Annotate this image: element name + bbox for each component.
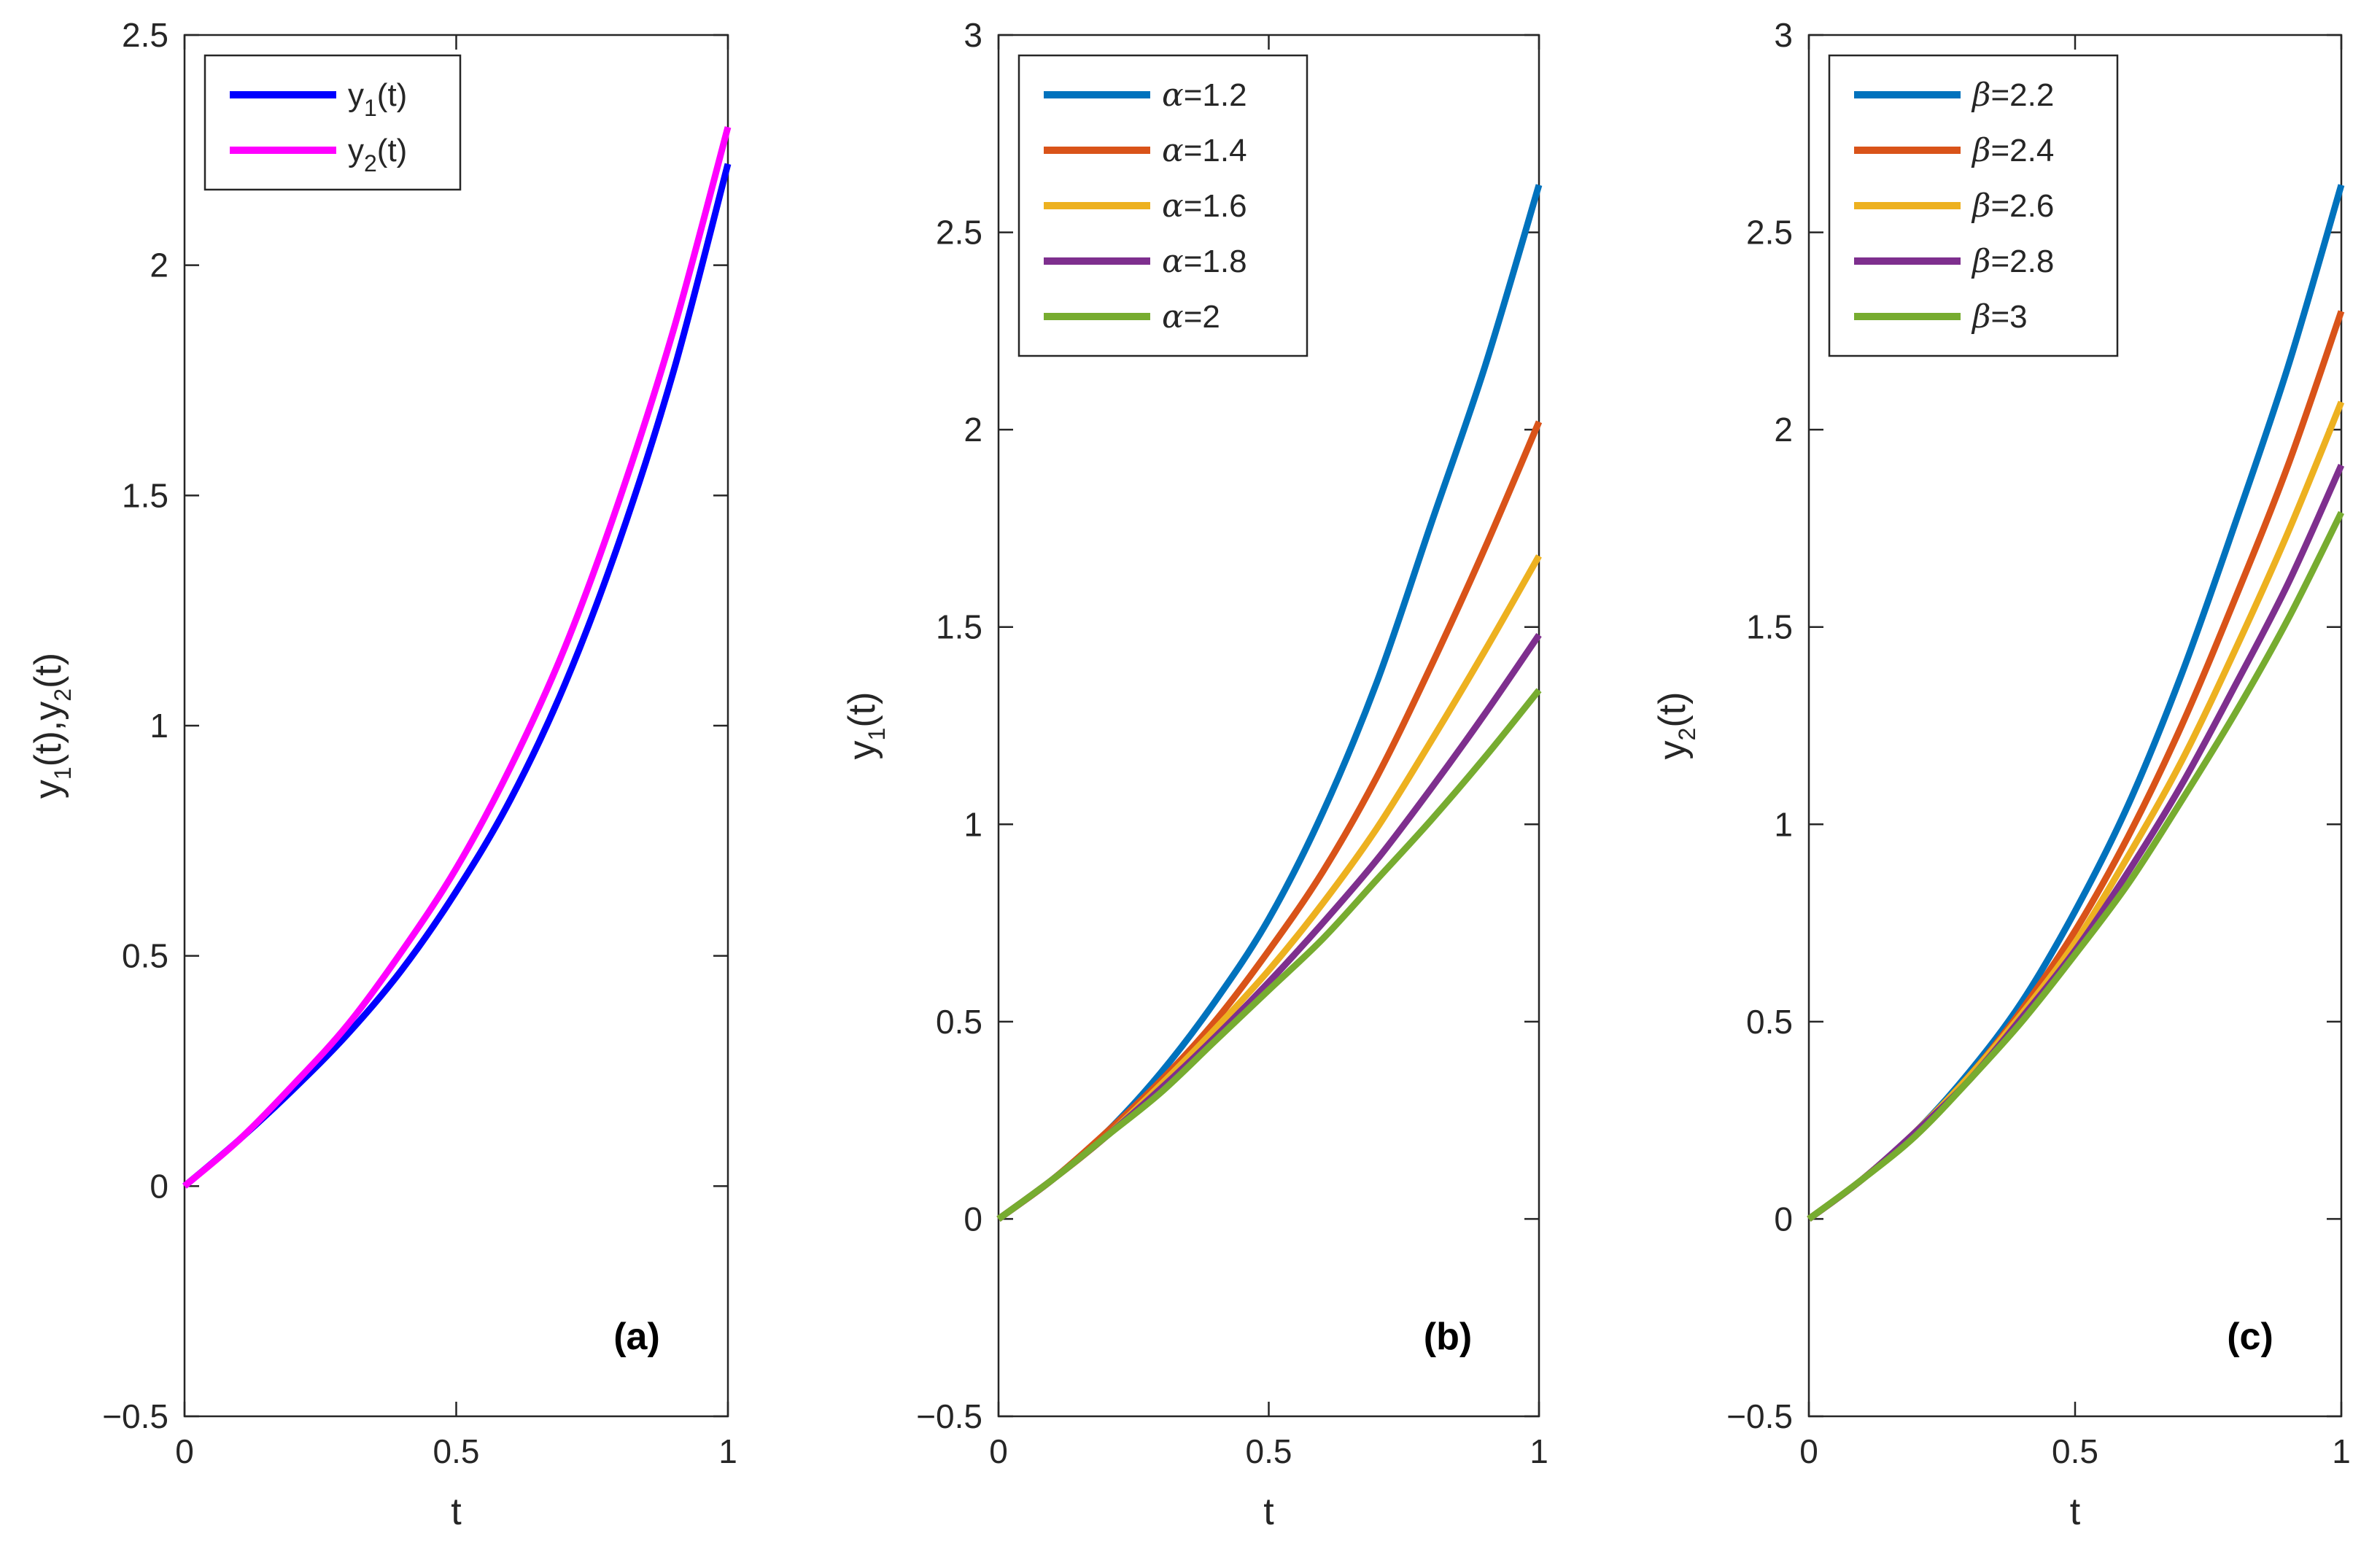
y-tick-label: 1.5 bbox=[936, 608, 982, 646]
y-axis-label: y2(t) bbox=[1651, 692, 1700, 760]
legend-entry: β=2.8 bbox=[1971, 243, 2054, 280]
y-axis-label: y1(t),y2(t) bbox=[27, 653, 76, 799]
legend-entry: y1(t) bbox=[348, 77, 407, 121]
legend-entry: β=3 bbox=[1971, 298, 2028, 335]
x-tick-label: 0.5 bbox=[2052, 1432, 2098, 1470]
legend-entry: α=2 bbox=[1162, 298, 1220, 335]
panel-label: (a) bbox=[613, 1316, 660, 1358]
legend-entry: β=2.6 bbox=[1971, 187, 2054, 225]
panel-label: (c) bbox=[2227, 1316, 2273, 1358]
y-tick-label: −0.5 bbox=[916, 1397, 982, 1435]
x-tick-label: 0 bbox=[1799, 1432, 1818, 1470]
legend-entry: α=1.2 bbox=[1162, 77, 1247, 114]
x-tick-label: 1 bbox=[718, 1432, 737, 1470]
y-tick-label: −0.5 bbox=[102, 1397, 168, 1435]
panel-2: −0.500.511.522.530 0.5 1ty1(t)α=1.2α=1.4α=… bbox=[841, 16, 1548, 1533]
series-line-5 bbox=[996, 688, 1542, 1222]
y-tick-label: 1 bbox=[964, 805, 982, 843]
y-tick-label: 2.5 bbox=[936, 214, 982, 252]
panel-label: (b) bbox=[1424, 1316, 1472, 1358]
legend-entry: y2(t) bbox=[348, 133, 407, 176]
y-tick-label: 2 bbox=[964, 411, 982, 449]
legend-box bbox=[203, 54, 462, 191]
legend-entry: α=1.6 bbox=[1162, 187, 1247, 225]
y-tick-label: 1.5 bbox=[1746, 608, 1793, 646]
axes-box bbox=[183, 34, 729, 1418]
y-tick-label: 2.5 bbox=[122, 16, 168, 54]
series-line-5 bbox=[1807, 511, 2345, 1222]
x-tick-label: 0.5 bbox=[1246, 1432, 1292, 1470]
y-tick-label: −0.5 bbox=[1726, 1397, 1793, 1435]
legend-entry: β=2.2 bbox=[1971, 77, 2054, 114]
y-tick-label: 1 bbox=[150, 707, 168, 745]
x-tick-label: 1 bbox=[1530, 1432, 1548, 1470]
x-tick-label: 0 bbox=[989, 1432, 1008, 1470]
x-axis-label: t bbox=[451, 1491, 462, 1533]
panel-3: −0.500.511.522.530 0.5 1ty2(t)β=2.2β=2.4β=… bbox=[1651, 16, 2351, 1533]
legend-entry: α=1.4 bbox=[1162, 132, 1247, 169]
x-tick-label: 0.5 bbox=[433, 1432, 480, 1470]
y-tick-label: 2 bbox=[1774, 411, 1793, 449]
y-tick-label: 0 bbox=[964, 1200, 982, 1238]
y-axis-label: y1(t) bbox=[841, 692, 890, 760]
series-line-2 bbox=[182, 126, 732, 1189]
y-tick-label: 1.5 bbox=[122, 476, 168, 514]
y-tick-label: 0 bbox=[1774, 1200, 1793, 1238]
x-tick-label: 0 bbox=[175, 1432, 194, 1470]
legend-entry: α=1.8 bbox=[1162, 243, 1247, 280]
y-tick-label: 0.5 bbox=[936, 1003, 982, 1041]
x-axis-label: t bbox=[2070, 1491, 2081, 1533]
panel-1: −0.500.511.522.50 0.5 1ty1(t),y2(t)y1(t)y2… bbox=[27, 16, 737, 1533]
legend: β=2.2 β=2.4 β=2.6 β=2.8 β=3 bbox=[1828, 54, 2119, 357]
y-tick-label: 0 bbox=[150, 1167, 168, 1205]
y-tick-label: 0.5 bbox=[1746, 1003, 1793, 1041]
legend: α=1.2 α=1.4 α=1.6 α=1.8 α=2 bbox=[1017, 54, 1309, 357]
legend-entry: β=2.4 bbox=[1971, 132, 2054, 169]
legend: y1(t) y2(t) bbox=[203, 54, 462, 191]
x-axis-label: t bbox=[1263, 1491, 1274, 1533]
x-tick-label: 1 bbox=[2332, 1432, 2351, 1470]
y-tick-label: 0.5 bbox=[122, 937, 168, 975]
y-tick-label: 1 bbox=[1774, 805, 1793, 843]
y-tick-label: 3 bbox=[1774, 16, 1793, 54]
y-tick-label: 2.5 bbox=[1746, 214, 1793, 252]
y-tick-label: 3 bbox=[964, 16, 982, 54]
y-tick-label: 2 bbox=[150, 247, 168, 284]
